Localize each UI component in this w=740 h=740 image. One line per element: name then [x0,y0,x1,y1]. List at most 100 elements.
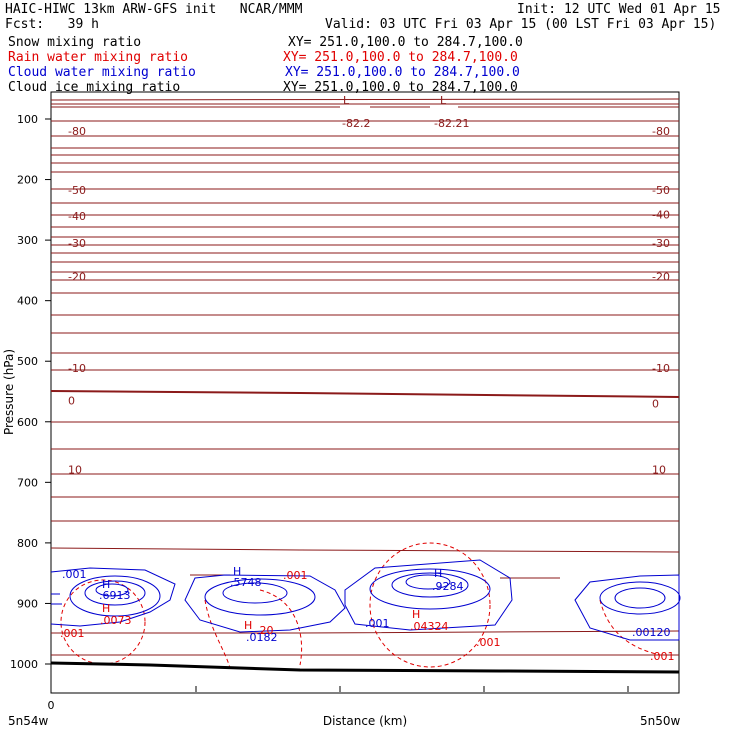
isotherm-label: -20 [68,270,86,283]
cloud-water-contours [50,559,681,641]
isotherm-label: 10 [652,464,666,477]
rain-label: .04324 [410,620,449,633]
cloud-water-contour [51,593,62,605]
cloud-water-contour [369,568,491,610]
cloud-water-contour [344,559,513,631]
isotherm-label: -80 [68,125,86,138]
high-marker: H [102,602,110,615]
isotherm-label: -50 [652,184,670,197]
cloud-water-contour [184,574,346,633]
isotherm-label: 0 [68,395,75,408]
isotherm-label: -30 [652,237,670,250]
y-axis-title: Pressure (hPa) [2,349,16,435]
high-marker: H [102,578,110,591]
cloud-water-label: .6913 [99,589,131,602]
isotherm [51,630,680,634]
isotherm-label: -40 [652,209,670,222]
forecast-hour: Fcst: 39 h [5,17,99,32]
cloud-water-label: .5748 [230,576,262,589]
y-tick-label: 1000 [10,658,38,671]
field-xy-cloud-water: XY= 251.0,100.0 to 284.7,100.0 [285,65,520,80]
y-tick-label: 600 [17,416,38,429]
ground-line [50,661,680,674]
rain-contours [60,542,661,669]
field-label-snow: Snow mixing ratio [8,35,142,50]
isotherm-label: -80 [652,125,670,138]
cloud-water-contour [391,572,469,598]
field-xy-cloud-ice: XY= 251.0,100.0 to 284.7,100.0 [283,80,518,95]
init-time: Init: 12 UTC Wed 01 Apr 15 [517,2,721,17]
x-endpoint-right: 5n50w [640,714,681,728]
isotherm-label: -82.2 [342,117,370,130]
high-marker: H [434,567,442,580]
isotherm-label: -10 [652,362,670,375]
cloud-water-contour [574,574,680,641]
cloud-water-contour [222,582,288,604]
axis-ticks [45,118,629,692]
cloud-water-label: .00120 [632,626,671,639]
field-xy-rain: XY= 251.0,100.0 to 284.7,100.0 [283,50,518,65]
high-marker: H [244,619,252,632]
high-marker: H [412,608,420,621]
isotherm-label: -20 [652,270,670,283]
cloud-water-contour [69,575,161,617]
isotherm-label: 0 [652,398,659,411]
x-tick-label: 0 [48,699,55,712]
x-axis-title: Distance (km) [323,714,407,728]
y-axis-labels: 100 200 300 400 500 600 700 800 900 1000 [10,113,38,671]
cloud-water-contour [614,587,666,609]
isotherm [50,98,680,101]
cloud-water-contour [50,567,176,627]
isotherm-label: -30 [68,237,86,250]
cloud-water-contour [84,580,146,606]
rain-contour [599,599,661,656]
rain-label: .20 [256,624,274,637]
value-labels: HH HHHH.001.6913.5748.9284.001.00120.0182… [60,565,675,663]
field-label-rain: Rain water mixing ratio [8,50,189,65]
rain-label: .001 [650,650,675,663]
freezing-level-isotherm [50,390,680,398]
y-tick-label: 400 [17,295,38,308]
cloud-water-contour [95,583,129,597]
isotherm-label: -10 [68,362,86,375]
rain-label: .0073 [100,614,132,627]
rain-contour [369,542,491,668]
cloud-water-contour [599,581,681,615]
isotherm-labels: -80 -80 -82.2 -82.21 -50 -50 -40 -40 -30 -30 -20 -2… [68,94,670,477]
cloud-water-label: .9284 [432,580,464,593]
high-marker: H [233,565,241,578]
cloud-water-contour [405,574,451,590]
cloud-water-label: .0182 [246,631,278,644]
y-tick-label: 800 [17,537,38,550]
isotherm [50,547,680,553]
y-tick-label: 200 [17,174,38,187]
rain-label: .001 [60,627,85,640]
valid-time: Valid: 03 UTC Fri 03 Apr 15 (00 LST Fri … [325,17,717,32]
y-tick-label: 100 [17,113,38,126]
cloud-water-contour [204,578,316,616]
plot-frame [50,91,680,694]
low-marker: L [440,94,447,107]
isotherm-label: 10 [68,464,82,477]
isotherm-label: -40 [68,210,86,223]
y-tick-label: 700 [17,476,38,489]
rain-contour [204,599,231,669]
y-tick-label: 900 [17,597,38,610]
field-label-cloud-water: Cloud water mixing ratio [8,65,196,80]
isotherm-label: -82.21 [434,117,469,130]
rain-contour [259,589,303,666]
rain-label: .001 [476,636,501,649]
chart-title: HAIC-HIWC 13km ARW-GFS init NCAR/MMM [5,2,303,17]
field-xy-snow: XY= 251.0,100.0 to 284.7,100.0 [288,35,523,50]
isotherm-label: -50 [68,184,86,197]
rain-label: .001 [283,569,308,582]
cloud-water-label: .001 [62,568,87,581]
y-tick-label: 300 [17,234,38,247]
field-label-cloud-ice: Cloud ice mixing ratio [8,80,181,95]
y-tick-label: 500 [17,355,38,368]
low-marker: L [343,94,350,107]
isotherms [50,98,680,656]
cloud-water-label: .001 [365,617,390,630]
x-endpoint-left: 5n54w [8,714,49,728]
